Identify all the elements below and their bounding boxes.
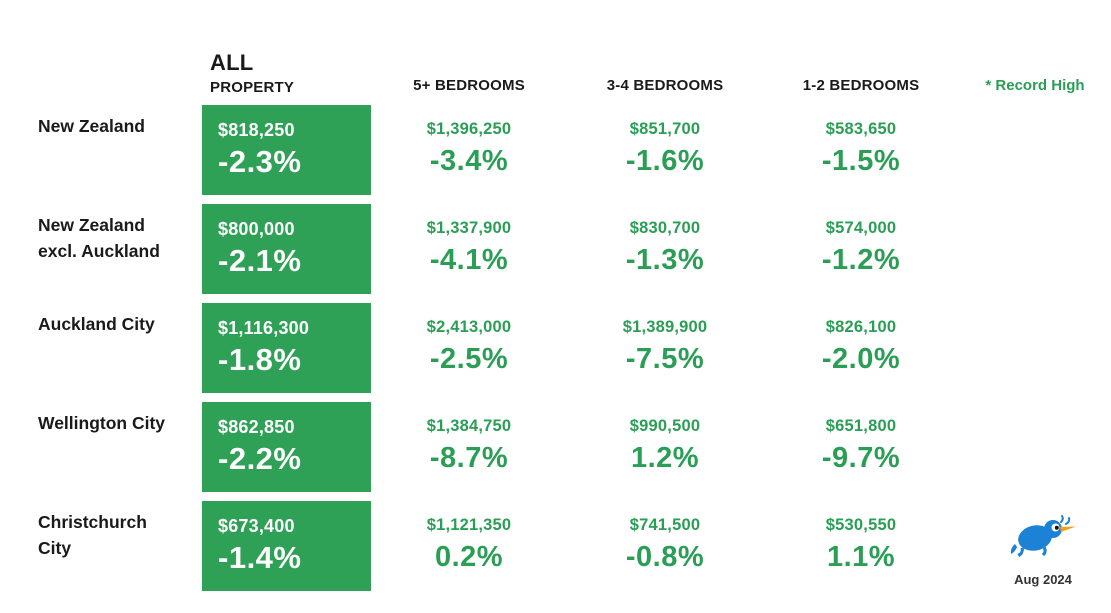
bed5-change: -8.7% [429, 442, 509, 474]
bed12-cell: $651,800 -9.7% [763, 402, 959, 492]
all-property-cell: $673,400 -1.4% [202, 501, 371, 591]
all-property-change: -2.3% [218, 144, 302, 179]
bed34-change: -1.3% [625, 244, 705, 276]
bed5-price: $1,396,250 [426, 120, 512, 138]
bed34-cell: $851,700 -1.6% [567, 105, 763, 195]
all-property-change: -1.8% [218, 342, 302, 377]
bed34-change: -1.6% [625, 145, 705, 177]
bed12-change: -9.7% [821, 442, 901, 474]
all-header-line1: ALL [210, 50, 254, 75]
bed34-cell: $741,500 -0.8% [567, 501, 763, 591]
column-header-5plus-bedrooms: 5+ BEDROOMS [413, 77, 525, 94]
all-property-cell: $862,850 -2.2% [202, 402, 371, 492]
bed12-price: $826,100 [825, 318, 897, 336]
bed34-price: $990,500 [629, 417, 701, 435]
note-spacer [959, 303, 1111, 393]
bed34-cell: $830,700 -1.3% [567, 204, 763, 294]
bed34-price: $741,500 [629, 516, 701, 534]
bed12-cell: $826,100 -2.0% [763, 303, 959, 393]
all-property-change: -1.4% [218, 540, 302, 575]
bed12-change: 1.1% [826, 541, 896, 573]
column-header-all-property: ALL PROPERTY [202, 50, 371, 96]
bed34-price: $1,389,900 [622, 318, 708, 336]
bed5-cell: $2,413,000 -2.5% [371, 303, 567, 393]
row-label: Wellington City [38, 413, 166, 433]
record-high-note: * Record High [985, 77, 1085, 94]
bed5-cell: $1,396,250 -3.4% [371, 105, 567, 195]
table-row-new-zealand: New Zealand $818,250 -2.3% $1,396,250 -3… [0, 105, 1111, 195]
column-header-1-2-bedrooms: 1-2 BEDROOMS [802, 77, 920, 94]
brand-logo-block: Aug 2024 [991, 515, 1095, 587]
table-row-wellington-city: Wellington City $862,850 -2.2% $1,384,75… [0, 402, 1111, 492]
bed5-change: -2.5% [429, 343, 509, 375]
all-property-price: $818,250 [218, 120, 295, 140]
bed5-cell: $1,121,350 0.2% [371, 501, 567, 591]
note-spacer [959, 402, 1111, 492]
table-row-nz-excl-auckland: New Zealand excl. Auckland $800,000 -2.1… [0, 204, 1111, 294]
note-spacer [959, 204, 1111, 294]
all-property-price: $673,400 [218, 516, 295, 536]
all-property-change: -2.2% [218, 441, 302, 476]
all-property-cell: $1,116,300 -1.8% [202, 303, 371, 393]
bed12-change: -2.0% [821, 343, 901, 375]
all-property-cell: $818,250 -2.3% [202, 105, 371, 195]
bed34-change: 1.2% [630, 442, 700, 474]
bed34-cell: $1,389,900 -7.5% [567, 303, 763, 393]
bed34-cell: $990,500 1.2% [567, 402, 763, 492]
note-spacer [959, 105, 1111, 195]
row-label: New Zealand [38, 116, 145, 136]
bed5-price: $1,384,750 [426, 417, 512, 435]
bed34-change: -7.5% [625, 343, 705, 375]
bed34-change: -0.8% [625, 541, 705, 573]
bed12-price: $574,000 [825, 219, 897, 237]
bed12-change: -1.2% [821, 244, 901, 276]
bed12-price: $583,650 [825, 120, 897, 138]
table-header-row: ALL PROPERTY 5+ BEDROOMS 3-4 BEDROOMS 1-… [0, 36, 1111, 96]
bed34-price: $851,700 [629, 120, 701, 138]
bed12-price: $651,800 [825, 417, 897, 435]
column-header-3-4-bedrooms: 3-4 BEDROOMS [606, 77, 724, 94]
all-property-price: $862,850 [218, 417, 295, 437]
bed5-cell: $1,337,900 -4.1% [371, 204, 567, 294]
row-label: New Zealand excl. Auckland [38, 215, 160, 261]
bed34-price: $830,700 [629, 219, 701, 237]
bed5-price: $1,337,900 [426, 219, 512, 237]
bed5-cell: $1,384,750 -8.7% [371, 402, 567, 492]
all-property-price: $1,116,300 [218, 318, 310, 338]
kiwi-bird-logo-icon [1008, 515, 1078, 569]
table-row-christchurch-city: Christchurch City $673,400 -1.4% $1,121,… [0, 501, 1111, 591]
bed5-change: -3.4% [429, 145, 509, 177]
bed5-price: $1,121,350 [426, 516, 512, 534]
all-header-line2: PROPERTY [210, 79, 295, 96]
bed5-change: 0.2% [434, 541, 504, 573]
row-label: Christchurch City [38, 512, 147, 558]
row-label: Auckland City [38, 314, 155, 334]
bed12-change: -1.5% [821, 145, 901, 177]
all-property-cell: $800,000 -2.1% [202, 204, 371, 294]
bed12-price: $530,550 [825, 516, 897, 534]
table-row-auckland-city: Auckland City $1,116,300 -1.8% $2,413,00… [0, 303, 1111, 393]
data-date: Aug 2024 [1014, 572, 1072, 587]
bed12-cell: $574,000 -1.2% [763, 204, 959, 294]
bed5-price: $2,413,000 [426, 318, 512, 336]
bed12-cell: $583,650 -1.5% [763, 105, 959, 195]
all-property-change: -2.1% [218, 243, 302, 278]
bed5-change: -4.1% [429, 244, 509, 276]
price-table: ALL PROPERTY 5+ BEDROOMS 3-4 BEDROOMS 1-… [0, 36, 1111, 591]
bed12-cell: $530,550 1.1% [763, 501, 959, 591]
all-property-price: $800,000 [218, 219, 295, 239]
